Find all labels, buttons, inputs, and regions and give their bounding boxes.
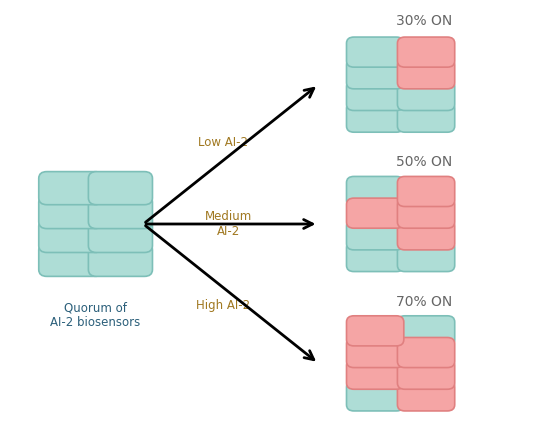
FancyBboxPatch shape: [88, 243, 152, 276]
FancyBboxPatch shape: [397, 81, 455, 111]
FancyBboxPatch shape: [346, 241, 404, 271]
FancyBboxPatch shape: [39, 220, 103, 253]
FancyBboxPatch shape: [346, 381, 404, 411]
Text: Quorum of
AI-2 biosensors: Quorum of AI-2 biosensors: [50, 302, 141, 329]
FancyBboxPatch shape: [88, 172, 152, 205]
FancyBboxPatch shape: [88, 195, 152, 228]
FancyBboxPatch shape: [397, 37, 455, 67]
FancyBboxPatch shape: [346, 81, 404, 111]
FancyBboxPatch shape: [346, 37, 404, 67]
FancyBboxPatch shape: [39, 172, 103, 205]
Text: 70% ON: 70% ON: [396, 295, 452, 309]
Text: High AI-2: High AI-2: [196, 299, 250, 312]
FancyBboxPatch shape: [397, 59, 455, 89]
Text: Medium
AI-2: Medium AI-2: [205, 210, 252, 238]
FancyBboxPatch shape: [346, 198, 404, 228]
FancyBboxPatch shape: [346, 337, 404, 367]
FancyBboxPatch shape: [346, 220, 404, 250]
FancyBboxPatch shape: [397, 316, 455, 346]
FancyBboxPatch shape: [39, 195, 103, 228]
FancyBboxPatch shape: [346, 316, 404, 346]
Text: 50% ON: 50% ON: [396, 155, 452, 169]
FancyBboxPatch shape: [397, 337, 455, 367]
FancyBboxPatch shape: [346, 59, 404, 89]
FancyBboxPatch shape: [346, 177, 404, 207]
FancyBboxPatch shape: [397, 198, 455, 228]
Text: Low AI-2: Low AI-2: [198, 136, 248, 149]
Text: 30% ON: 30% ON: [396, 14, 452, 28]
FancyBboxPatch shape: [39, 243, 103, 276]
FancyBboxPatch shape: [397, 177, 455, 207]
FancyBboxPatch shape: [397, 381, 455, 411]
FancyBboxPatch shape: [88, 220, 152, 253]
FancyBboxPatch shape: [397, 102, 455, 132]
FancyBboxPatch shape: [346, 359, 404, 389]
FancyBboxPatch shape: [397, 241, 455, 271]
FancyBboxPatch shape: [397, 220, 455, 250]
FancyBboxPatch shape: [397, 359, 455, 389]
FancyBboxPatch shape: [346, 102, 404, 132]
